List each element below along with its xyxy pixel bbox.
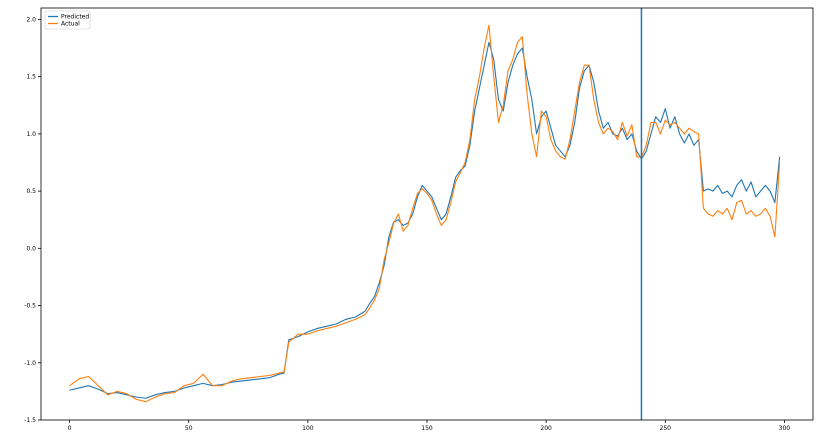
plot-frame (40, 7, 814, 421)
y-tick-label: -1.0 (24, 360, 36, 367)
y-tick-label: 0.0 (26, 245, 36, 252)
y-tick-label: 1.5 (26, 74, 36, 81)
series-line-actual (69, 24, 781, 403)
legend-label-actual: Actual (61, 21, 80, 28)
x-tick-label: 250 (660, 425, 672, 432)
y-tick-label: -1.5 (24, 417, 36, 424)
legend-box (44, 10, 91, 30)
x-tick-label: 50 (185, 425, 193, 432)
x-tick-label: 0 (68, 425, 72, 432)
y-tick-label: 0.5 (26, 188, 36, 195)
x-tick-label: 150 (421, 425, 433, 432)
x-tick-label: 200 (540, 425, 552, 432)
y-tick-label: -0.5 (24, 303, 36, 310)
series-line-predicted (69, 41, 781, 399)
x-tick-label: 100 (302, 425, 314, 432)
y-tick-label: 2.0 (26, 16, 36, 23)
y-tick-label: 1.0 (26, 131, 36, 138)
x-tick-label: 300 (779, 425, 791, 432)
legend-label-predicted: Predicted (61, 14, 89, 21)
